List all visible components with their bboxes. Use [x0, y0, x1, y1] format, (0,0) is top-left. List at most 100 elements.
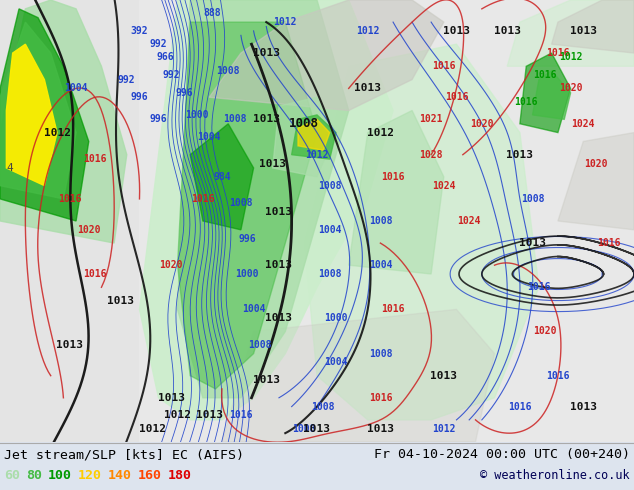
Text: 60: 60 [4, 469, 20, 483]
Polygon shape [520, 53, 571, 133]
Polygon shape [0, 9, 89, 221]
Text: 1013: 1013 [253, 375, 280, 385]
Text: 1024: 1024 [432, 181, 456, 191]
Text: 1012: 1012 [559, 52, 583, 62]
Text: 1008: 1008 [311, 402, 335, 412]
Polygon shape [558, 133, 634, 230]
Text: 1016: 1016 [191, 194, 215, 204]
Text: 1016: 1016 [546, 370, 570, 381]
Text: 1008: 1008 [223, 114, 247, 124]
Text: 1012: 1012 [356, 26, 380, 36]
Text: 1013: 1013 [266, 260, 292, 270]
Polygon shape [222, 309, 495, 442]
Text: 1008: 1008 [292, 424, 316, 434]
Polygon shape [178, 0, 349, 398]
Text: 1013: 1013 [259, 159, 286, 169]
Text: 1004: 1004 [197, 132, 221, 142]
Text: 1004: 1004 [368, 260, 392, 270]
Text: 1013: 1013 [253, 48, 280, 58]
Text: 1008: 1008 [318, 269, 342, 279]
Polygon shape [298, 120, 330, 150]
Text: 4: 4 [6, 163, 13, 173]
Polygon shape [273, 97, 336, 177]
Text: 1008: 1008 [229, 198, 253, 208]
Polygon shape [552, 0, 634, 53]
Text: 1008: 1008 [289, 117, 320, 130]
Polygon shape [0, 0, 139, 442]
Text: 392: 392 [131, 26, 148, 36]
Text: 1008: 1008 [368, 348, 392, 359]
Text: 1016: 1016 [432, 61, 456, 72]
Text: 1013: 1013 [266, 313, 292, 323]
Text: 80: 80 [26, 469, 42, 483]
Polygon shape [139, 0, 393, 420]
Text: 1020: 1020 [584, 159, 608, 169]
Text: 996: 996 [238, 234, 256, 244]
Polygon shape [0, 0, 127, 243]
Text: 1020: 1020 [159, 260, 183, 270]
Text: 1020: 1020 [533, 326, 557, 337]
Text: 1013: 1013 [519, 238, 546, 248]
Text: 996: 996 [150, 114, 167, 124]
Text: 888: 888 [204, 8, 221, 18]
Text: 996: 996 [175, 88, 193, 98]
Text: 1012: 1012 [305, 149, 329, 160]
Text: © weatheronline.co.uk: © weatheronline.co.uk [481, 469, 630, 483]
Polygon shape [178, 22, 317, 389]
Polygon shape [139, 0, 634, 442]
Text: 1008: 1008 [368, 216, 392, 226]
Text: Jet stream/SLP [kts] EC (AIFS): Jet stream/SLP [kts] EC (AIFS) [4, 448, 244, 462]
Text: 1013: 1013 [443, 26, 470, 36]
Text: 1013: 1013 [253, 114, 280, 124]
Text: 1012: 1012 [432, 424, 456, 434]
Polygon shape [0, 22, 76, 199]
Text: 1021: 1021 [419, 114, 443, 124]
Text: 966: 966 [156, 52, 174, 62]
Text: 1016: 1016 [527, 282, 551, 293]
Text: 1000: 1000 [184, 110, 209, 120]
Text: 1013: 1013 [304, 424, 330, 434]
Text: 1004: 1004 [242, 304, 266, 315]
Text: 1004: 1004 [64, 83, 88, 94]
Polygon shape [6, 44, 57, 186]
Text: 1008: 1008 [216, 66, 240, 76]
Text: 1016: 1016 [533, 70, 557, 80]
Text: 1024: 1024 [571, 119, 595, 129]
Text: 1016: 1016 [381, 172, 405, 182]
Text: 1013: 1013 [266, 207, 292, 217]
Text: 1004: 1004 [318, 225, 342, 235]
Polygon shape [533, 71, 571, 120]
Text: 1016: 1016 [58, 194, 82, 204]
Text: 1028: 1028 [419, 149, 443, 160]
Text: 1016: 1016 [83, 154, 107, 164]
Text: 992: 992 [162, 70, 180, 80]
Text: 1013: 1013 [430, 370, 457, 381]
Text: 1013: 1013 [570, 402, 597, 412]
Text: 1008: 1008 [248, 340, 272, 350]
Text: 1016: 1016 [508, 402, 532, 412]
Text: 1000: 1000 [235, 269, 259, 279]
Text: 160: 160 [138, 469, 162, 483]
Text: 1012: 1012 [139, 424, 165, 434]
Text: 1020: 1020 [470, 119, 494, 129]
Text: 1012: 1012 [273, 17, 297, 27]
Text: 1016: 1016 [229, 411, 253, 420]
Polygon shape [209, 0, 444, 111]
Polygon shape [349, 111, 444, 274]
Text: 1016: 1016 [381, 304, 405, 315]
Text: 1013: 1013 [570, 26, 597, 36]
Text: 1013: 1013 [507, 149, 533, 160]
Polygon shape [304, 44, 539, 420]
Text: 1020: 1020 [77, 225, 101, 235]
Text: 1012: 1012 [164, 411, 191, 420]
Text: 1024: 1024 [457, 216, 481, 226]
Text: 1016: 1016 [368, 393, 392, 403]
Text: 1016: 1016 [514, 97, 538, 107]
Text: 1016: 1016 [83, 269, 107, 279]
Text: 1013: 1013 [367, 424, 394, 434]
Text: 992: 992 [118, 74, 136, 85]
Text: 984: 984 [213, 172, 231, 182]
Text: Fr 04-10-2024 00:00 UTC (00+240): Fr 04-10-2024 00:00 UTC (00+240) [374, 448, 630, 462]
Text: 1013: 1013 [196, 411, 223, 420]
Polygon shape [507, 0, 634, 66]
